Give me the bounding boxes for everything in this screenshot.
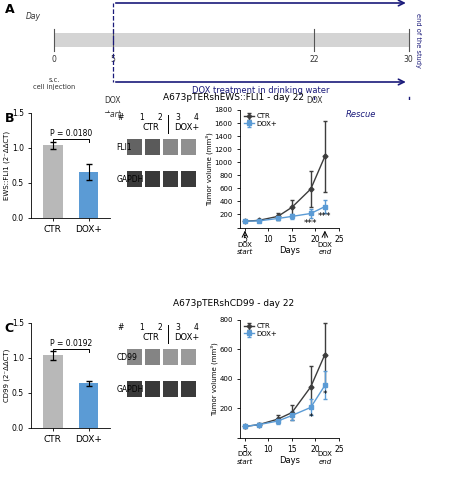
Text: GAPDH: GAPDH: [117, 176, 144, 184]
Text: 2: 2: [158, 324, 162, 332]
Text: #: #: [117, 324, 123, 332]
Bar: [181, 171, 196, 186]
Text: B: B: [4, 112, 14, 126]
Text: DOX+: DOX+: [174, 124, 199, 132]
Text: 3: 3: [176, 114, 180, 122]
Text: start: start: [237, 459, 253, 465]
Text: 4: 4: [194, 114, 198, 122]
Bar: [43, 356, 63, 428]
Bar: [181, 381, 196, 396]
FancyBboxPatch shape: [54, 33, 409, 47]
Text: #: #: [117, 114, 123, 122]
Bar: [127, 171, 142, 186]
Text: DOX+: DOX+: [174, 334, 199, 342]
Bar: [145, 139, 160, 155]
Y-axis label: Tumor volume (mm³): Tumor volume (mm³): [206, 132, 213, 206]
Text: 5: 5: [110, 55, 115, 64]
Text: P = 0.0180: P = 0.0180: [49, 130, 92, 138]
Text: GAPDH: GAPDH: [117, 385, 144, 394]
Text: Rescue: Rescue: [346, 110, 376, 119]
Bar: [163, 381, 178, 396]
Text: start: start: [104, 110, 122, 119]
Text: C: C: [4, 322, 13, 336]
Text: DOX: DOX: [317, 242, 332, 248]
Text: CTR: CTR: [142, 124, 159, 132]
Bar: [163, 349, 178, 365]
Text: CTR: CTR: [142, 334, 159, 342]
Bar: [79, 384, 98, 428]
Bar: [79, 172, 98, 218]
Text: CD99: CD99: [117, 352, 137, 362]
Bar: [145, 349, 160, 365]
Text: Day: Day: [26, 12, 40, 21]
Text: 0: 0: [52, 55, 56, 64]
Text: 4: 4: [194, 324, 198, 332]
Text: end of the study: end of the study: [415, 12, 421, 68]
Text: end: end: [318, 249, 331, 255]
Text: end: end: [307, 110, 321, 119]
Bar: [127, 349, 142, 365]
Text: 1: 1: [140, 324, 144, 332]
Text: A: A: [4, 3, 14, 16]
Text: start: start: [237, 249, 253, 255]
Text: P = 0.0192: P = 0.0192: [49, 340, 92, 348]
Text: DOX: DOX: [238, 242, 252, 248]
Text: 30: 30: [404, 55, 414, 64]
Text: ***: ***: [304, 218, 317, 228]
Bar: [181, 349, 196, 365]
Text: *: *: [308, 412, 313, 422]
Bar: [163, 171, 178, 186]
Text: A673pTERshEWS::FLI1 - day 22: A673pTERshEWS::FLI1 - day 22: [163, 94, 304, 102]
X-axis label: Days: Days: [279, 456, 300, 464]
Text: 22: 22: [309, 55, 319, 64]
Text: 2: 2: [158, 114, 162, 122]
Text: s.c.
cell injection: s.c. cell injection: [33, 77, 75, 90]
Text: *: *: [323, 390, 327, 400]
X-axis label: Days: Days: [279, 246, 300, 254]
Bar: [43, 146, 63, 218]
Text: 1: 1: [140, 114, 144, 122]
Text: end: end: [318, 459, 331, 465]
Text: DOX: DOX: [105, 96, 121, 105]
Bar: [127, 139, 142, 155]
Legend: CTR, DOX+: CTR, DOX+: [244, 114, 277, 127]
Text: DOX: DOX: [238, 452, 252, 458]
Text: DOX: DOX: [306, 96, 322, 105]
Text: FLI1: FLI1: [117, 142, 132, 152]
Y-axis label: CD99 (2⁻ΔΔCT): CD99 (2⁻ΔΔCT): [4, 348, 10, 402]
Y-axis label: EWS::FLI1 (2⁻ΔΔCT): EWS::FLI1 (2⁻ΔΔCT): [4, 130, 10, 200]
Legend: CTR, DOX+: CTR, DOX+: [244, 324, 277, 337]
Bar: [163, 139, 178, 155]
Bar: [181, 139, 196, 155]
Text: A673pTERshCD99 - day 22: A673pTERshCD99 - day 22: [173, 298, 294, 308]
Text: 3: 3: [176, 324, 180, 332]
Text: DOX treatment in drinking water: DOX treatment in drinking water: [192, 86, 330, 95]
Text: ***: ***: [318, 212, 332, 221]
Text: DOX: DOX: [317, 452, 332, 458]
Bar: [145, 381, 160, 396]
Y-axis label: Tumor volume (mm³): Tumor volume (mm³): [210, 342, 218, 415]
Bar: [127, 381, 142, 396]
Bar: [145, 171, 160, 186]
